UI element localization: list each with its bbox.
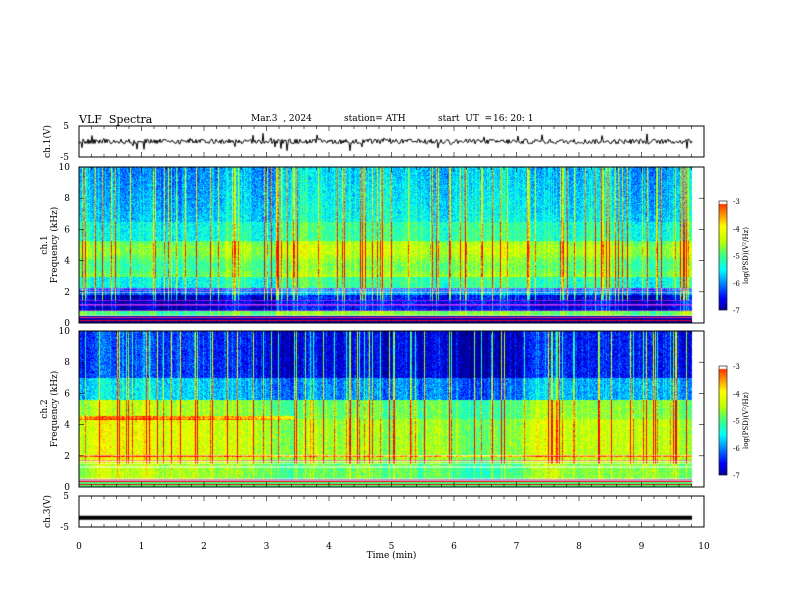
s2-ylabel-frequency: Frequency (kHz) (49, 371, 60, 448)
x-axis-label: Time (min) (367, 550, 417, 561)
ch1-ytick-label: 5 (63, 122, 69, 132)
ch3-ytick-label: 5 (63, 492, 69, 502)
x-tick-label: 3 (264, 542, 270, 552)
s2-ytick-label: 2 (64, 452, 70, 462)
x-tick-label: 4 (326, 542, 332, 552)
s1-ytick-label: 2 (64, 288, 70, 298)
s1-ytick-label: 0 (64, 319, 70, 329)
station-label: station= ATH (344, 114, 406, 124)
cb2-tick-label: -6 (733, 445, 740, 453)
date-label: Mar.3 , 2024 (251, 114, 312, 124)
x-tick-label: 7 (514, 542, 520, 552)
x-tick-label: 2 (201, 542, 207, 552)
x-tick-label: 5 (389, 542, 395, 552)
ch1-ylabel: ch.1(V) (42, 125, 53, 158)
s2-ytick-label: 8 (64, 358, 70, 368)
s1-ytick-label: 4 (64, 257, 70, 267)
s1-ylabel-channel: ch.1 (40, 235, 50, 254)
s2-ytick-label: 4 (64, 421, 70, 431)
x-tick-label: 0 (76, 542, 82, 552)
s2-ylabel-channel: ch.2 (40, 399, 50, 418)
cb2-label: log(PSD)(V²/Hz) (742, 392, 750, 449)
cb2-tick-label: -7 (733, 472, 740, 480)
cb2-tick-label: -3 (733, 363, 740, 371)
ch3-ylabel: ch.3(V) (42, 495, 53, 528)
chart-title: VLF Spectra (79, 113, 153, 126)
s1-ytick-label: 8 (64, 194, 70, 204)
s1-ytick-label: 10 (59, 163, 71, 173)
s2-ytick-label: 0 (64, 483, 70, 493)
start-ut-label: start UT = (438, 114, 493, 124)
cb1-label: log(PSD)(V²/Hz) (742, 227, 750, 284)
cb1-tick-label: -6 (733, 280, 740, 288)
cb1-tick-label: -4 (733, 225, 740, 233)
s1-ytick-label: 6 (64, 225, 70, 235)
x-tick-label: 9 (639, 542, 645, 552)
x-tick-label: 8 (576, 542, 582, 552)
s2-ytick-label: 10 (59, 327, 71, 337)
cb1-tick-label: -5 (733, 253, 740, 261)
cb1-tick-label: -7 (733, 307, 740, 315)
start-time-value: 16: 20: 1 (493, 114, 534, 124)
x-tick-label: 1 (139, 542, 145, 552)
s2-ytick-label: 6 (64, 389, 70, 399)
panel-frame-s2 (78, 330, 705, 488)
ch1-ytick-label: -5 (60, 153, 69, 163)
x-tick-label: 6 (451, 542, 457, 552)
cb1-tick-label: -3 (733, 198, 740, 206)
cb1-frame (718, 200, 728, 311)
ch3-ytick-label: -5 (60, 523, 69, 533)
s1-ylabel-frequency: Frequency (kHz) (49, 207, 60, 284)
cb2-frame (718, 365, 728, 476)
x-tick-label: 10 (698, 542, 710, 552)
panel-frame-s1 (78, 166, 705, 324)
cb2-tick-label: -5 (733, 418, 740, 426)
cb2-tick-label: -4 (733, 390, 740, 398)
